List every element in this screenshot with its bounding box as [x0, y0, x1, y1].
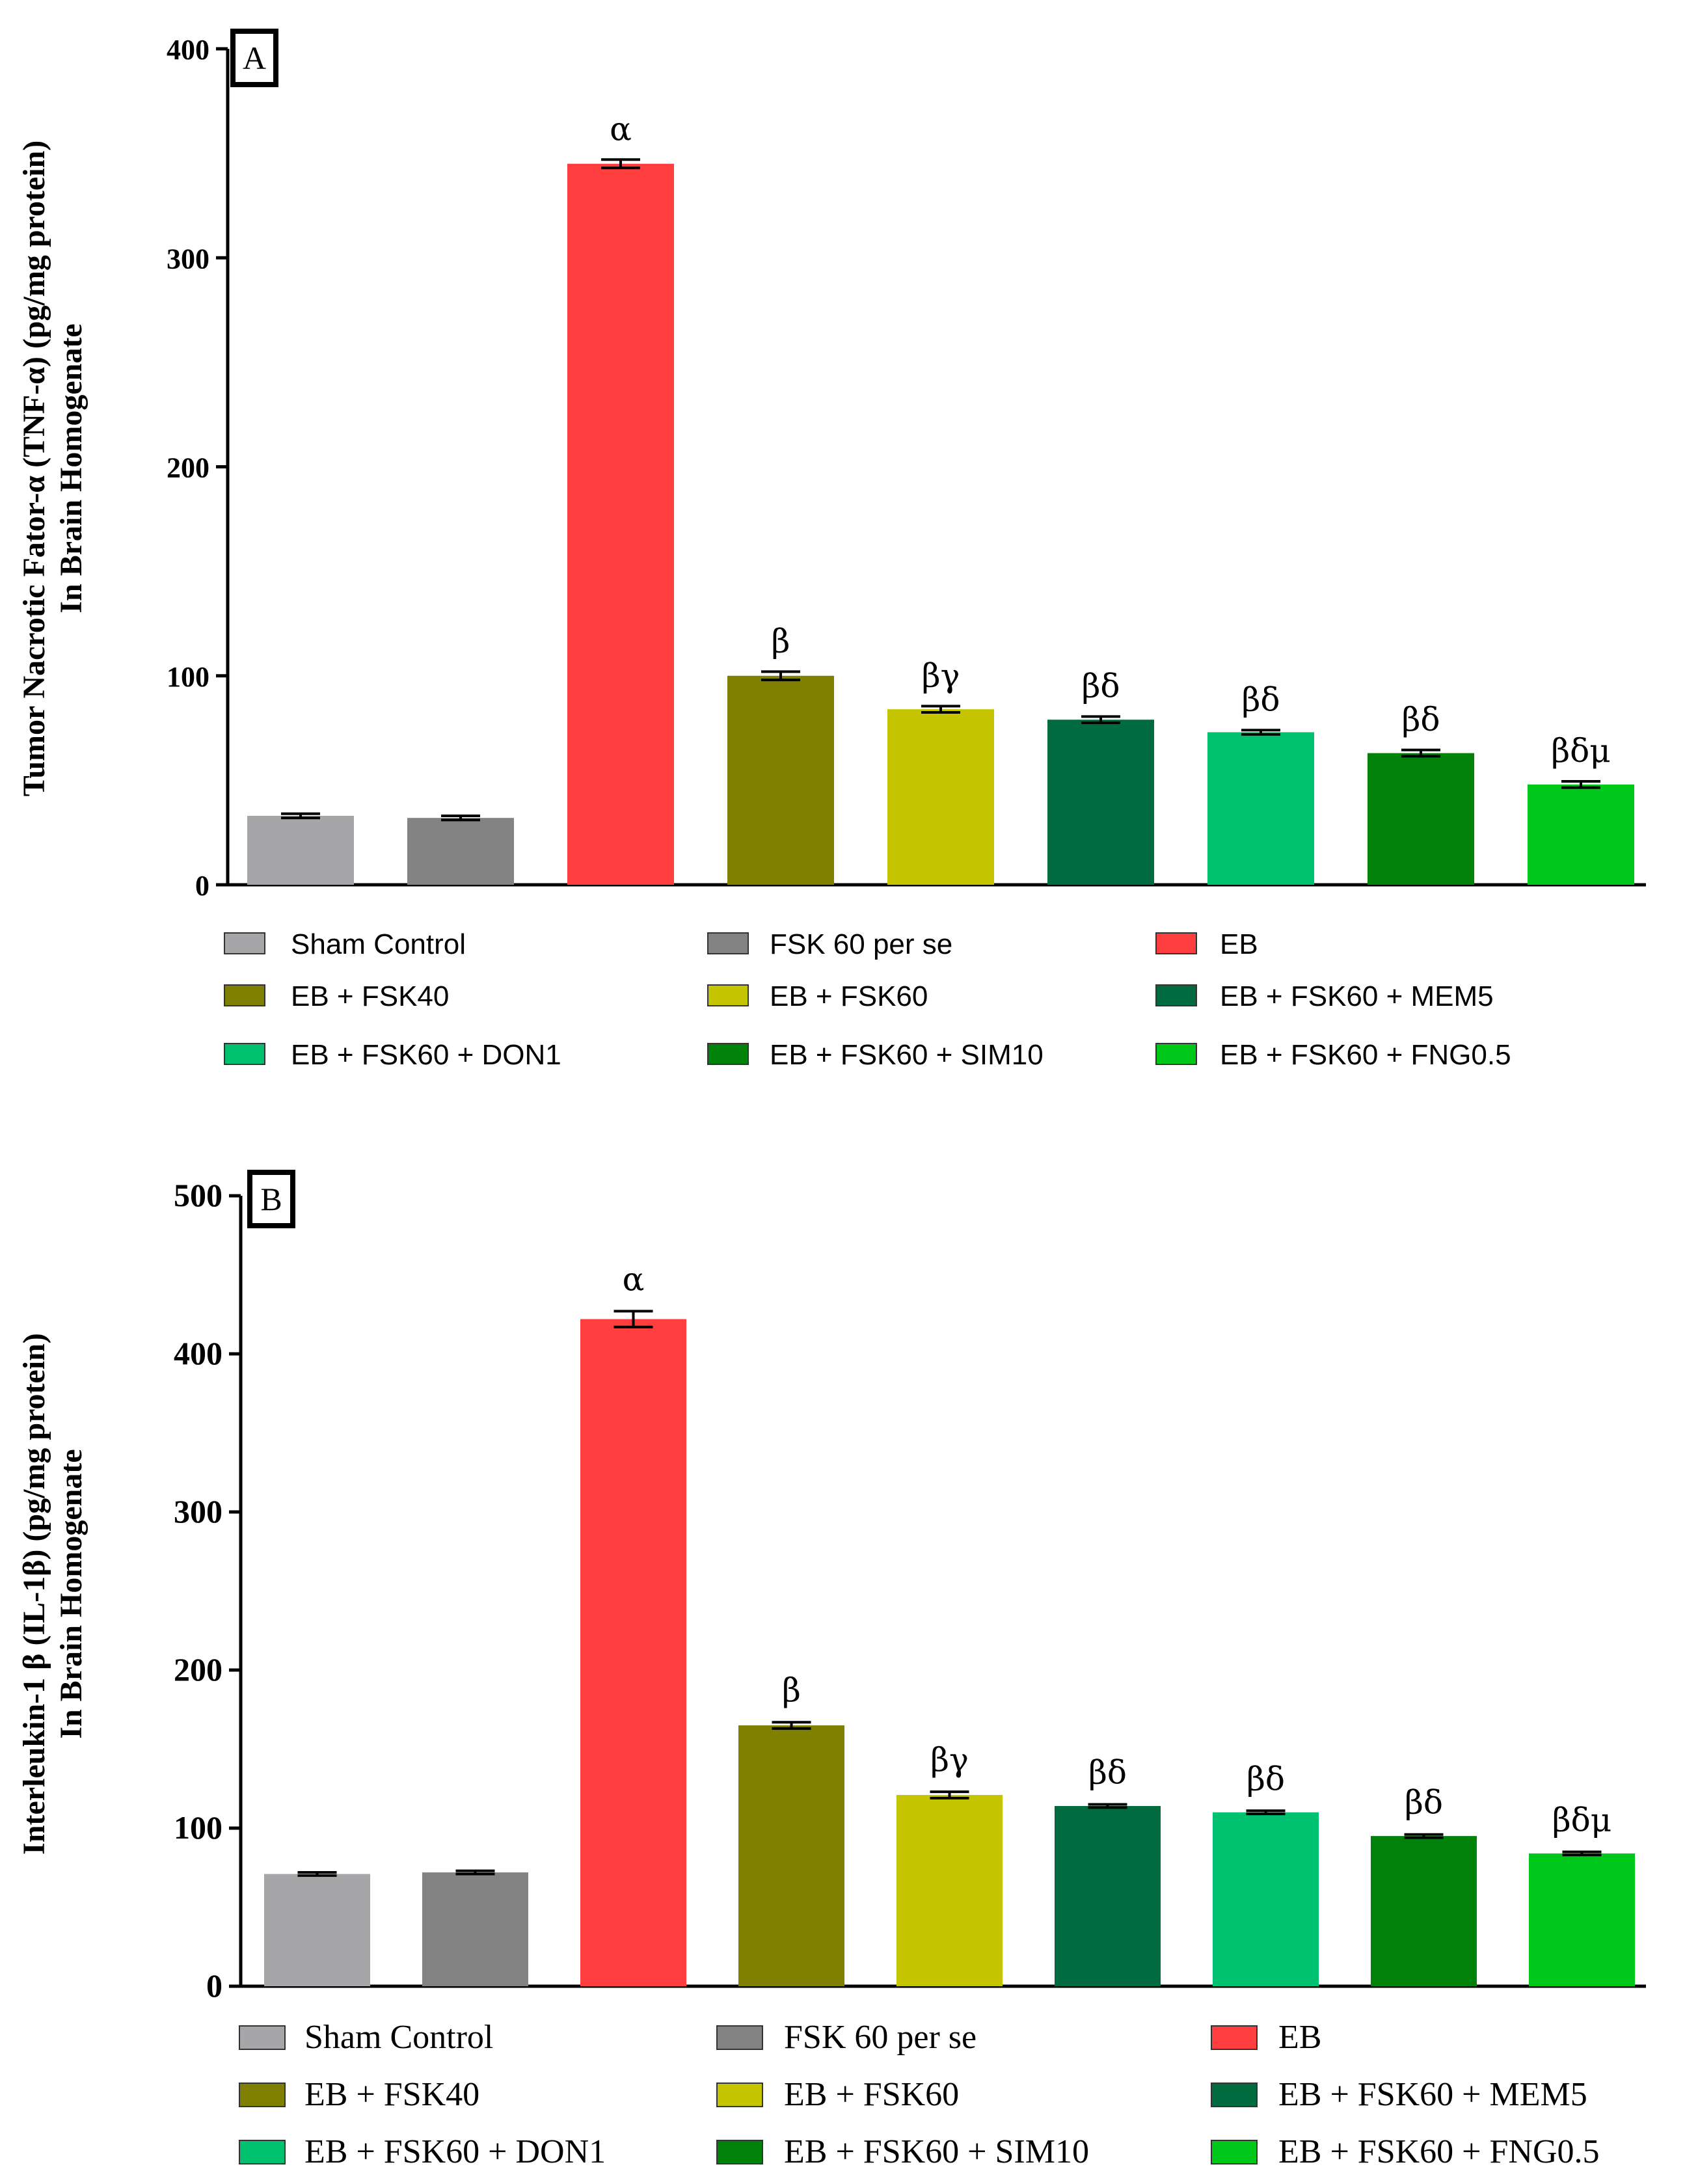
panel-b-legend-label: EB: [1278, 2019, 1321, 2056]
panel-b-bar: [896, 1794, 1003, 1986]
panel-b-significance-label: βγ: [930, 1741, 969, 1779]
panel-a-legend-swatch: [224, 932, 265, 954]
panel-a-tnf-alpha-chart: 0 100 200 300 400 Tumor Nacrotic Fator-α (TNF…: [17, 29, 1646, 1071]
panel-b-y-tick-label: 0: [206, 1967, 222, 2004]
panel-b-legend-swatch: [239, 2140, 286, 2164]
panel-b-legend-label: EB + FSK60 + SIM10: [784, 2133, 1089, 2170]
panel-a-bar: [727, 675, 834, 885]
panel-b-bar: [580, 1319, 686, 1986]
panel-a-legend-swatch: [707, 1043, 749, 1065]
panel-a-significance-label: β: [772, 622, 790, 660]
panel-a-bar: [247, 815, 354, 885]
panel-a-y-tick-label: 400: [167, 34, 209, 66]
panel-b-legend-label: EB + FSK60 + DON1: [304, 2133, 606, 2170]
panel-a-legend-label: EB + FSK40: [291, 980, 449, 1012]
panel-b-legend-label: Sham Control: [304, 2019, 493, 2056]
panel-b-bar: [1213, 1812, 1319, 1986]
panel-a-bar: [1047, 720, 1154, 885]
panel-a-legend-label: FSK 60 per se: [770, 928, 952, 960]
panel-b-bar: [422, 1872, 528, 1986]
panel-a-significance-label: α: [610, 110, 632, 148]
panel-a-legend-label: EB: [1220, 928, 1258, 960]
panel-b-bar: [1371, 1836, 1477, 1986]
panel-a-legend-swatch: [1155, 932, 1197, 954]
panel-a-bar: [887, 709, 994, 885]
panel-a-label-box: [230, 29, 278, 87]
panel-b-y-tick-label: 200: [174, 1651, 222, 1688]
panel-b-y-tick-label: 100: [174, 1809, 222, 1846]
panel-a-legend-swatch: [707, 932, 749, 954]
panel-a-legend-label: EB + FSK60 + DON1: [291, 1039, 561, 1071]
panel-b-legend-swatch: [716, 2140, 763, 2164]
panel-b-significance-label: βδ: [1088, 1754, 1127, 1792]
panel-a-legend-label: EB + FSK60 + MEM5: [1220, 980, 1494, 1012]
panel-a-bar: [407, 818, 514, 885]
panel-b-legend-label: EB + FSK60: [784, 2076, 959, 2113]
panel-b-legend-swatch: [1211, 2140, 1258, 2164]
panel-a-significance-label: βδ: [1241, 681, 1280, 718]
panel-b-label-box: [247, 1170, 295, 1228]
panel-a-bar: [1528, 784, 1634, 885]
panel-b-label: B: [260, 1181, 282, 1217]
panel-a-bar: [567, 163, 674, 885]
panel-b-significance-label: β: [782, 1671, 801, 1709]
panel-b-legend-label: EB + FSK40: [304, 2076, 479, 2113]
panel-a-y-tick-label: 100: [167, 661, 209, 693]
panel-a-legend-swatch: [1155, 984, 1197, 1006]
panel-b-bar: [1055, 1805, 1161, 1986]
panel-b-legend-swatch: [716, 2083, 763, 2107]
panel-b-bar: [264, 1874, 370, 1986]
panel-b-legend-label: EB + FSK60 + MEM5: [1278, 2076, 1587, 2113]
panel-b-il1-beta-chart: 0 100 200 300 400 500 Interleukin-1 β (IL-1β) …: [17, 1170, 1646, 2170]
panel-b-legend-label: FSK 60 per se: [784, 2019, 977, 2056]
panel-a-y-tick-label: 200: [167, 452, 209, 484]
panel-a-bar: [1207, 732, 1314, 885]
panel-b-significance-label: α: [623, 1260, 645, 1298]
panel-a-y-axis-label: Tumor Nacrotic Fator-α (TNF-α) (pg/mg pr…: [17, 141, 51, 797]
panel-b-legend-swatch: [239, 2083, 286, 2107]
panel-a-legend-swatch: [224, 1043, 265, 1065]
panel-a-significance-label: βδμ: [1551, 732, 1611, 770]
panel-b-significance-label: βδ: [1247, 1760, 1285, 1798]
panel-a-bar: [1368, 753, 1474, 885]
panel-a-significance-label: βδ: [1081, 667, 1120, 705]
panel-b-y-axis-label: Interleukin-1 β (IL-1β) (pg/mg protein): [17, 1333, 51, 1855]
panel-b-significance-label: βδ: [1405, 1784, 1443, 1822]
panel-a-legend-label: EB + FSK60 + SIM10: [770, 1039, 1044, 1071]
panel-a-y-tick-label: 0: [195, 870, 209, 902]
panel-b-legend-swatch: [239, 2025, 286, 2050]
panel-b-bar: [738, 1725, 844, 1986]
panel-a-significance-label: βδ: [1401, 701, 1440, 738]
panel-a-legend-label: EB + FSK60: [770, 980, 928, 1012]
panel-a-y-tick-label: 300: [167, 243, 209, 275]
panel-b-legend-swatch: [1211, 2083, 1258, 2107]
panel-a-legend-label: EB + FSK60 + FNG0.5: [1220, 1039, 1511, 1071]
panel-b-y-tick-label: 500: [174, 1177, 222, 1213]
panel-b-y-axis-label-line2: In Brain Homogenate: [54, 1449, 88, 1738]
panel-a-label: A: [243, 40, 266, 76]
panel-b-y-tick-label: 400: [174, 1335, 222, 1371]
panel-b-significance-label: βδμ: [1552, 1801, 1612, 1839]
panel-a-legend-swatch: [707, 984, 749, 1006]
panel-b-legend-swatch: [1211, 2025, 1258, 2050]
panel-b-legend-swatch: [716, 2025, 763, 2050]
panel-a-y-axis-label-line2: In Brain Homogenate: [54, 323, 88, 613]
panel-a-legend-swatch: [224, 984, 265, 1006]
panel-b-legend-label: EB + FSK60 + FNG0.5: [1278, 2133, 1600, 2170]
panel-b-bar: [1529, 1853, 1635, 1986]
panel-a-legend-swatch: [1155, 1043, 1197, 1065]
panel-a-legend-label: Sham Control: [291, 928, 466, 960]
panel-a-significance-label: βγ: [922, 656, 960, 694]
panel-b-y-tick-label: 300: [174, 1493, 222, 1530]
